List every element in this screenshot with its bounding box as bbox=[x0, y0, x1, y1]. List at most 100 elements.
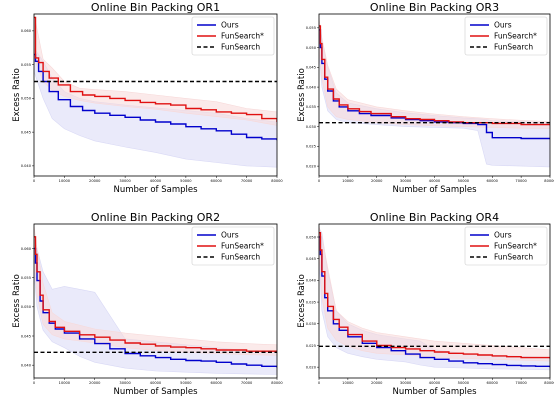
x-tick-label: 40000 bbox=[150, 381, 162, 385]
legend: Ours FunSearch* FunSearch bbox=[464, 16, 548, 56]
x-tick-label: 50000 bbox=[180, 179, 192, 183]
legend: Ours FunSearch* FunSearch bbox=[191, 16, 275, 56]
legend-label: FunSearch* bbox=[221, 32, 264, 41]
x-tick-label: 40000 bbox=[429, 381, 441, 385]
legend-box bbox=[464, 226, 548, 266]
x-tick-label: 80000 bbox=[271, 179, 283, 183]
y-tick-label: 0.055 bbox=[306, 26, 316, 30]
y-tick-label: 0.035 bbox=[306, 300, 316, 304]
plot-area bbox=[34, 225, 277, 375]
legend-box bbox=[464, 16, 548, 56]
x-tick-label: 70000 bbox=[241, 381, 253, 385]
chart-title: Online Bin Packing OR3 bbox=[370, 1, 499, 14]
y-tick-label: 0.060 bbox=[21, 29, 32, 33]
x-axis-label: Number of Samples bbox=[392, 387, 477, 397]
x-tick-label: 10000 bbox=[342, 179, 354, 183]
chart-title: Online Bin Packing OR1 bbox=[91, 1, 220, 14]
series-line-funsearch-star bbox=[319, 232, 550, 359]
legend-label: FunSearch bbox=[494, 253, 533, 262]
legend-box bbox=[191, 16, 275, 56]
y-tick-label: 0.025 bbox=[306, 344, 316, 348]
chart-title: Online Bin Packing OR4 bbox=[370, 211, 499, 224]
x-tick-label: 30000 bbox=[119, 381, 131, 385]
legend-label: FunSearch bbox=[221, 43, 260, 52]
x-tick-label: 80000 bbox=[544, 381, 554, 385]
y-tick-label: 0.030 bbox=[306, 125, 317, 129]
x-tick-label: 70000 bbox=[515, 381, 527, 385]
x-tick-label: 40000 bbox=[150, 179, 162, 183]
x-tick-label: 70000 bbox=[241, 179, 253, 183]
band-funsearch-star bbox=[34, 14, 277, 126]
x-tick-label: 30000 bbox=[400, 381, 412, 385]
y-axis-label: Excess Ratio bbox=[297, 274, 307, 328]
y-tick-label: 0.040 bbox=[21, 363, 32, 367]
x-tick-label: 50000 bbox=[458, 179, 470, 183]
x-tick-label: 20000 bbox=[371, 179, 383, 183]
x-tick-label: 80000 bbox=[271, 381, 283, 385]
legend-label: FunSearch bbox=[494, 43, 533, 52]
legend-label: FunSearch bbox=[221, 253, 260, 262]
band-funsearch-star bbox=[34, 225, 277, 356]
y-tick-label: 0.050 bbox=[306, 235, 317, 239]
x-tick-label: 60000 bbox=[211, 381, 223, 385]
x-axis-label: Number of Samples bbox=[113, 387, 198, 397]
y-tick-label: 0.060 bbox=[21, 247, 32, 251]
legend-label: Ours bbox=[494, 231, 512, 240]
y-tick-label: 0.045 bbox=[21, 334, 31, 338]
chart-panel-1: 0 10000 20000 30000 40000 50000 60000 70000 8000… bbox=[12, 1, 283, 195]
x-tick-label: 80000 bbox=[544, 179, 554, 183]
y-tick-label: 0.040 bbox=[306, 279, 317, 283]
x-tick-label: 50000 bbox=[458, 381, 470, 385]
plot-area bbox=[319, 17, 550, 168]
y-tick-label: 0.020 bbox=[306, 365, 317, 369]
x-tick-label: 60000 bbox=[211, 179, 223, 183]
x-tick-label: 60000 bbox=[487, 381, 499, 385]
x-tick-label: 20000 bbox=[89, 381, 101, 385]
x-tick-label: 20000 bbox=[371, 381, 383, 385]
plot-area bbox=[319, 226, 550, 371]
chart-panel-2: 0 10000 20000 30000 40000 50000 60000 70000 8000… bbox=[297, 1, 554, 195]
legend-label: Ours bbox=[221, 231, 239, 240]
x-tick-label: 70000 bbox=[515, 179, 527, 183]
x-tick-label: 0 bbox=[33, 381, 36, 385]
legend-label: Ours bbox=[221, 21, 239, 30]
y-axis-label: Excess Ratio bbox=[297, 68, 307, 122]
x-tick-label: 40000 bbox=[429, 179, 441, 183]
y-tick-label: 0.040 bbox=[21, 164, 32, 168]
plot-area bbox=[34, 14, 277, 168]
y-tick-label: 0.040 bbox=[306, 85, 317, 89]
x-axis-label: Number of Samples bbox=[113, 185, 198, 195]
x-tick-label: 50000 bbox=[180, 381, 192, 385]
legend-label: Ours bbox=[494, 21, 512, 30]
x-tick-label: 0 bbox=[318, 179, 321, 183]
y-tick-label: 0.045 bbox=[306, 66, 316, 70]
legend-label: FunSearch* bbox=[494, 242, 537, 251]
band-funsearch-star bbox=[319, 17, 550, 129]
series-line-funsearch-star bbox=[34, 236, 277, 353]
y-tick-label: 0.030 bbox=[306, 322, 317, 326]
x-tick-label: 60000 bbox=[487, 179, 499, 183]
legend-label: FunSearch* bbox=[221, 242, 264, 251]
y-tick-label: 0.050 bbox=[306, 46, 317, 50]
series-line-funsearch-star bbox=[34, 16, 277, 122]
chart-panel-4: 0 10000 20000 30000 40000 50000 60000 70000 8000… bbox=[297, 211, 554, 397]
legend: Ours FunSearch* FunSearch bbox=[464, 226, 548, 266]
y-tick-label: 0.050 bbox=[21, 305, 32, 309]
y-tick-label: 0.025 bbox=[306, 145, 316, 149]
legend-box bbox=[191, 226, 275, 266]
band-funsearch-star bbox=[319, 226, 550, 362]
y-axis-label: Excess Ratio bbox=[12, 68, 22, 122]
y-tick-label: 0.055 bbox=[21, 63, 31, 67]
x-tick-label: 10000 bbox=[59, 381, 71, 385]
x-tick-label: 10000 bbox=[59, 179, 71, 183]
x-axis-label: Number of Samples bbox=[392, 185, 477, 195]
y-tick-label: 0.020 bbox=[306, 164, 317, 168]
y-tick-label: 0.055 bbox=[21, 276, 31, 280]
y-tick-label: 0.045 bbox=[306, 257, 316, 261]
x-tick-label: 10000 bbox=[342, 381, 354, 385]
x-tick-label: 30000 bbox=[119, 179, 131, 183]
chart-panel-3: 0 10000 20000 30000 40000 50000 60000 70000 8000… bbox=[12, 211, 283, 397]
y-axis-label: Excess Ratio bbox=[12, 274, 22, 328]
chart-title: Online Bin Packing OR2 bbox=[91, 211, 220, 224]
y-tick-label: 0.045 bbox=[21, 130, 31, 134]
